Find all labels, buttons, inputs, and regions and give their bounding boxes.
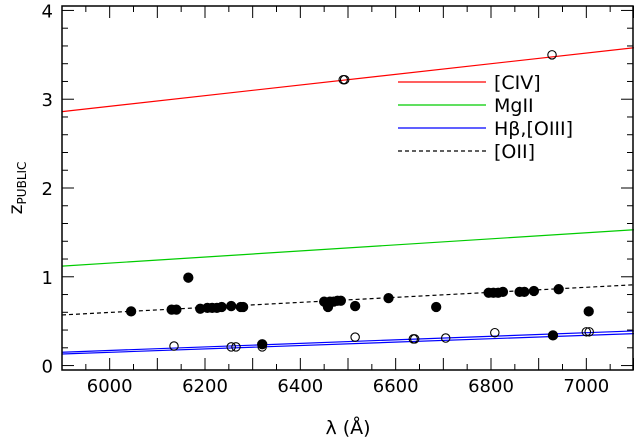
- filled-point-18: [335, 295, 346, 306]
- y-tick-label: 2: [42, 179, 53, 200]
- plot-frame: [61, 5, 634, 371]
- x-tick-label: 6400: [277, 376, 323, 397]
- y-tick-label: 4: [42, 1, 53, 22]
- y-axis-label-main: z: [5, 204, 27, 214]
- filled-point-31: [583, 306, 594, 317]
- filled-point-8: [216, 301, 227, 313]
- x-tick-label: 6800: [468, 376, 514, 397]
- open-point-6: [350, 332, 360, 342]
- y-tick-label: 3: [42, 90, 53, 111]
- legend-label-0: [CIV]: [494, 72, 541, 94]
- y-tick-label: 1: [42, 268, 53, 289]
- open-point-8: [409, 334, 420, 344]
- x-tick-label: 6000: [87, 376, 133, 397]
- filled-point-27: [519, 286, 530, 298]
- filled-point-3: [183, 272, 194, 283]
- open-point-0: [169, 341, 179, 351]
- x-tick-label: 6200: [182, 376, 228, 397]
- filled-point-25: [497, 286, 509, 298]
- fit-lines: [62, 47, 634, 355]
- filled-point-20: [383, 292, 394, 304]
- x-tick-label: 6600: [373, 376, 419, 397]
- filled-point-2: [171, 304, 182, 315]
- open-point-13: [584, 327, 594, 337]
- filled-point-11: [237, 301, 249, 313]
- open-point-1: [226, 342, 236, 352]
- open-point-2: [231, 342, 241, 352]
- open-point-12: [581, 327, 592, 337]
- y-axis-label-sub: PUBLIC: [15, 162, 29, 205]
- filled-point-29: [547, 330, 559, 341]
- filled-point-30: [553, 284, 564, 295]
- filled-point-0: [125, 306, 137, 317]
- fit-line-3: [62, 333, 634, 355]
- open-point-3: [257, 342, 267, 352]
- x-tick-label: 7000: [563, 376, 609, 397]
- x-axis-label: λ (Å): [325, 416, 370, 439]
- filled-point-12: [257, 339, 268, 350]
- fit-line-4: [62, 284, 634, 316]
- fit-line-1: [62, 229, 634, 267]
- open-point-9: [440, 333, 451, 343]
- axis-ticks: 6000 6200 6400 6600 6800 7000 0 1 2 3 4: [42, 1, 634, 397]
- filled-point-19: [349, 300, 361, 312]
- y-tick-label: 0: [42, 357, 53, 378]
- open-point-10: [490, 327, 500, 338]
- filled-point-28: [528, 285, 540, 297]
- legend-label-1: MgII: [494, 95, 534, 117]
- y-axis-label: zPUBLIC: [5, 162, 29, 215]
- filled-point-9: [226, 300, 237, 312]
- open-point-11: [547, 50, 557, 60]
- filled-point-21: [431, 301, 442, 313]
- fit-line-0: [62, 47, 634, 113]
- legend-label-3: [OII]: [494, 141, 535, 163]
- legend-label-2: Hβ,[OIII]: [494, 118, 573, 140]
- fit-line-2: [62, 330, 634, 353]
- data-points: [125, 50, 594, 352]
- open-point-5: [339, 74, 350, 85]
